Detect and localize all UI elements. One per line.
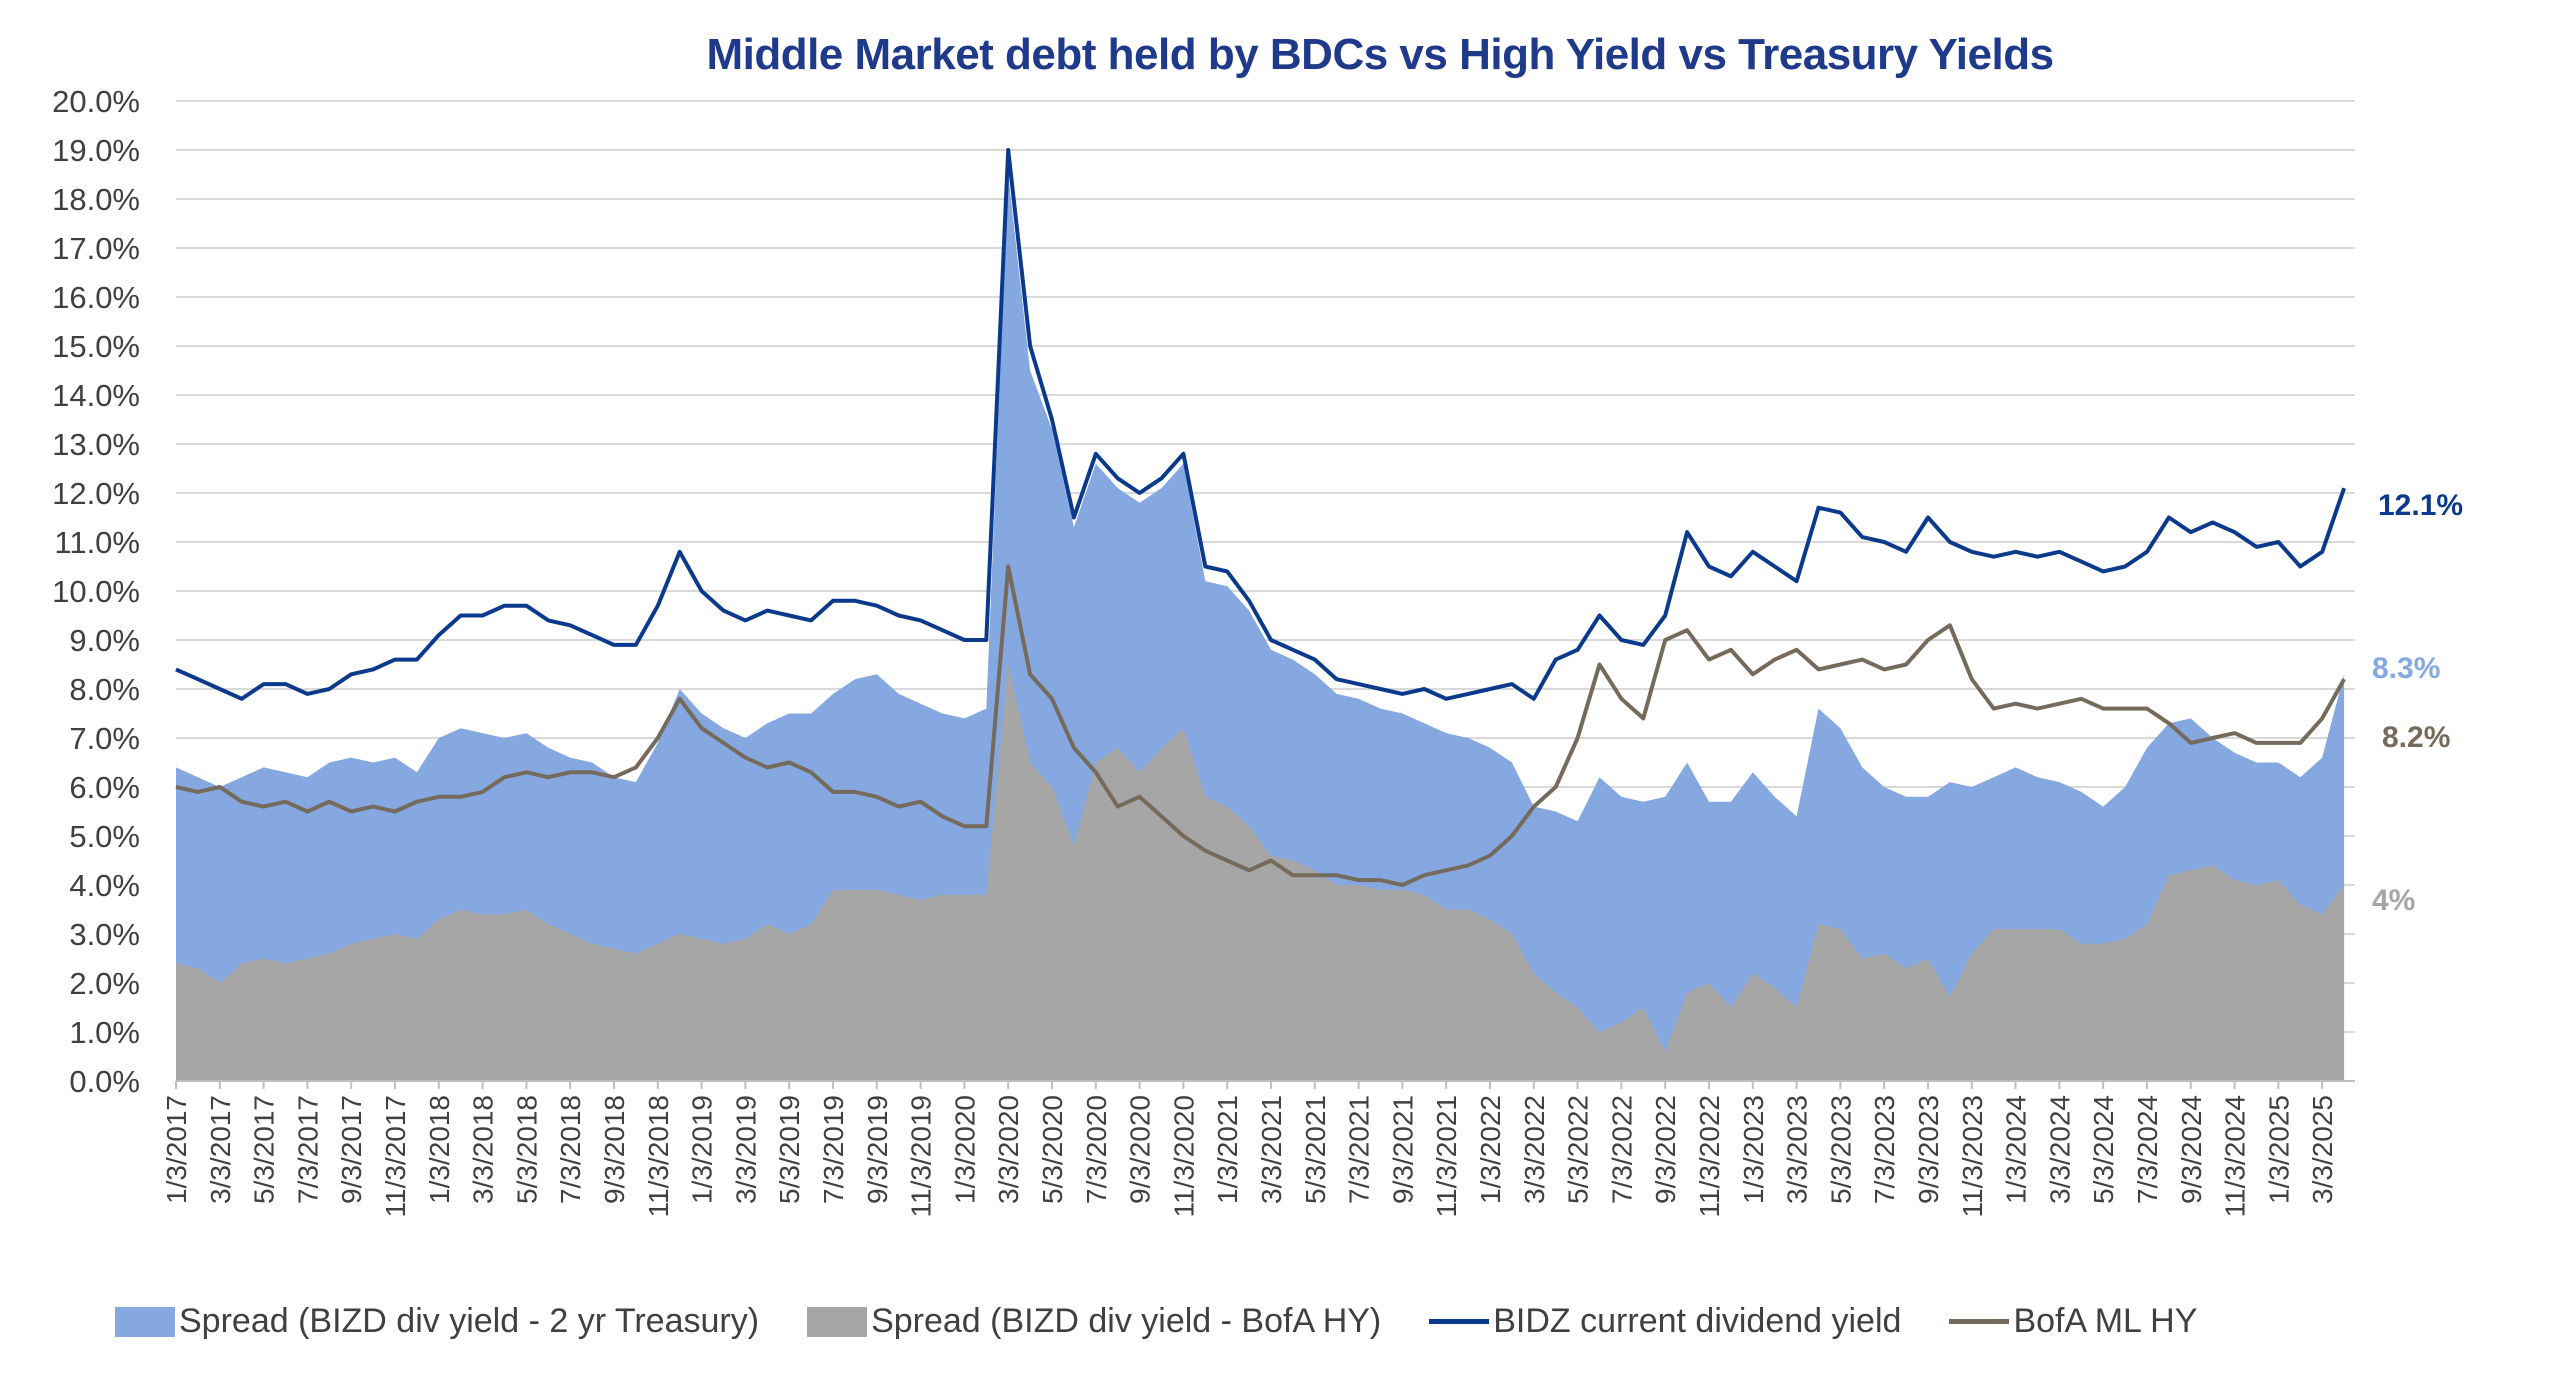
- x-tick-label: 7/3/2024: [2132, 1095, 2163, 1204]
- x-tick-label: 11/3/2024: [2220, 1095, 2251, 1218]
- x-tick-label: 1/3/2017: [161, 1095, 192, 1204]
- x-tick-label: 3/3/2024: [2044, 1095, 2075, 1204]
- x-tick-label: 9/3/2019: [862, 1095, 893, 1204]
- y-tick-label: 7.0%: [69, 721, 140, 756]
- x-tick-label: 9/3/2017: [336, 1095, 367, 1204]
- x-tick-label: 9/3/2023: [1913, 1095, 1944, 1204]
- y-tick-label: 0.0%: [69, 1064, 140, 1099]
- legend-label: Spread (BIZD div yield - BofA HY): [871, 1302, 1382, 1340]
- x-tick-label: 3/3/2020: [993, 1095, 1024, 1204]
- x-tick-label: 1/3/2021: [1212, 1095, 1243, 1204]
- legend-swatch: [115, 1306, 175, 1337]
- y-tick-label: 14.0%: [52, 378, 140, 413]
- y-tick-label: 3.0%: [69, 917, 140, 952]
- legend-swatch: [1429, 1319, 1490, 1324]
- y-tick-label: 10.0%: [52, 574, 140, 609]
- x-tick-label: 5/3/2021: [1300, 1095, 1331, 1204]
- x-tick-label: 5/3/2024: [2088, 1095, 2119, 1204]
- x-tick-label: 5/3/2023: [1825, 1095, 1856, 1204]
- x-tick-label: 5/3/2020: [1037, 1095, 1068, 1204]
- x-tick-label: 11/3/2017: [380, 1095, 411, 1218]
- legend-label: BIDZ current dividend yield: [1493, 1302, 1902, 1340]
- y-tick-label: 17.0%: [52, 231, 140, 266]
- x-tick-label: 9/3/2024: [2176, 1095, 2207, 1204]
- x-tick-label: 7/3/2023: [1869, 1095, 1900, 1204]
- y-tick-label: 15.0%: [52, 329, 140, 364]
- y-tick-label: 12.0%: [52, 476, 140, 511]
- x-tick-label: 9/3/2022: [1650, 1095, 1681, 1204]
- legend-label: BofA ML HY: [2013, 1302, 2198, 1340]
- x-tick-label: 3/3/2023: [1782, 1095, 1813, 1204]
- legend-item-bizd-yield: BIDZ current dividend yield: [1429, 1302, 1901, 1341]
- x-tick-label: 1/3/2020: [949, 1095, 980, 1204]
- y-tick-label: 4.0%: [69, 868, 140, 903]
- x-tick-label: 11/3/2022: [1694, 1095, 1725, 1218]
- area-series-0: [176, 174, 2345, 1081]
- x-tick-label: 5/3/2019: [774, 1095, 805, 1204]
- chart-title: Middle Market debt held by BDCs vs High …: [706, 30, 2054, 79]
- y-tick-label: 8.0%: [69, 672, 140, 707]
- end-label-series-2: 12.1%: [2378, 489, 2463, 522]
- legend-swatch: [1949, 1319, 2010, 1324]
- x-tick-label: 1/3/2019: [687, 1095, 718, 1204]
- x-tick-label: 3/3/2025: [2307, 1095, 2338, 1204]
- x-tick-label: 11/3/2023: [1957, 1095, 1988, 1218]
- chart-plot: 0.0% 1.0% 2.0% 3.0% 4.0% 5.0% 6.0% 7.0% 8.0% 9.0%…: [52, 84, 2463, 1218]
- legend-swatch: [807, 1306, 868, 1337]
- x-tick-label: 3/3/2017: [205, 1095, 236, 1204]
- y-tick-label: 6.0%: [69, 770, 140, 805]
- x-tick-label: 7/3/2022: [1606, 1095, 1637, 1204]
- y-tick-label: 13.0%: [52, 427, 140, 462]
- area-series-1: [176, 664, 2345, 1081]
- end-label-series-0: 8.3%: [2372, 652, 2440, 685]
- x-tick-label: 3/3/2018: [468, 1095, 499, 1204]
- x-tick-label: 11/3/2018: [643, 1095, 674, 1218]
- y-tick-label: 19.0%: [52, 133, 140, 168]
- x-tick-label: 7/3/2020: [1081, 1095, 1112, 1204]
- y-tick-label: 1.0%: [69, 1015, 140, 1050]
- y-tick-label: 11.0%: [54, 525, 140, 560]
- legend: Spread (BIZD div yield - 2 yr Treasury) …: [115, 1302, 2245, 1341]
- x-tick-label: 11/3/2020: [1168, 1095, 1199, 1218]
- x-tick-label: 11/3/2021: [1431, 1095, 1462, 1218]
- x-tick-label: 9/3/2021: [1387, 1095, 1418, 1204]
- x-tick-label: 5/3/2017: [249, 1095, 280, 1204]
- line-series-3: [175, 564, 2346, 887]
- y-tick-label: 2.0%: [69, 966, 140, 1001]
- x-tick-label: 7/3/2018: [555, 1095, 586, 1204]
- legend-item-bofa-hy: BofA ML HY: [1949, 1302, 2197, 1341]
- end-label-series-1: 4%: [2372, 884, 2415, 917]
- x-tick-label: 1/3/2022: [1475, 1095, 1506, 1204]
- y-tick-label: 16.0%: [52, 280, 140, 315]
- x-tick-label: 11/3/2019: [906, 1095, 937, 1218]
- x-tick-label: 9/3/2018: [599, 1095, 630, 1204]
- end-label-series-3: 8.2%: [2382, 721, 2450, 754]
- x-tick-label: 1/3/2025: [2263, 1095, 2294, 1204]
- x-tick-label: 1/3/2018: [424, 1095, 455, 1204]
- x-tick-label: 1/3/2023: [1738, 1095, 1769, 1204]
- y-tick-label: 9.0%: [69, 623, 140, 658]
- legend-item-spread-hy: Spread (BIZD div yield - BofA HY): [807, 1302, 1381, 1341]
- y-tick-label: 20.0%: [52, 84, 140, 119]
- x-tick-label: 3/3/2019: [730, 1095, 761, 1204]
- y-tick-label: 18.0%: [52, 182, 140, 217]
- line-series-2: [175, 148, 2346, 701]
- x-tick-label: 9/3/2020: [1125, 1095, 1156, 1204]
- y-tick-label: 5.0%: [69, 819, 140, 854]
- x-tick-label: 3/3/2022: [1519, 1095, 1550, 1204]
- legend-label: Spread (BIZD div yield - 2 yr Treasury): [179, 1302, 760, 1340]
- x-tick-label: 3/3/2021: [1256, 1095, 1287, 1204]
- x-tick-label: 5/3/2018: [511, 1095, 542, 1204]
- x-tick-label: 7/3/2019: [818, 1095, 849, 1204]
- x-tick-label: 5/3/2022: [1563, 1095, 1594, 1204]
- legend-item-spread-treasury: Spread (BIZD div yield - 2 yr Treasury): [115, 1302, 759, 1341]
- x-tick-label: 7/3/2021: [1344, 1095, 1375, 1204]
- x-tick-label: 7/3/2017: [292, 1095, 323, 1204]
- x-tick-label: 1/3/2024: [2001, 1095, 2032, 1204]
